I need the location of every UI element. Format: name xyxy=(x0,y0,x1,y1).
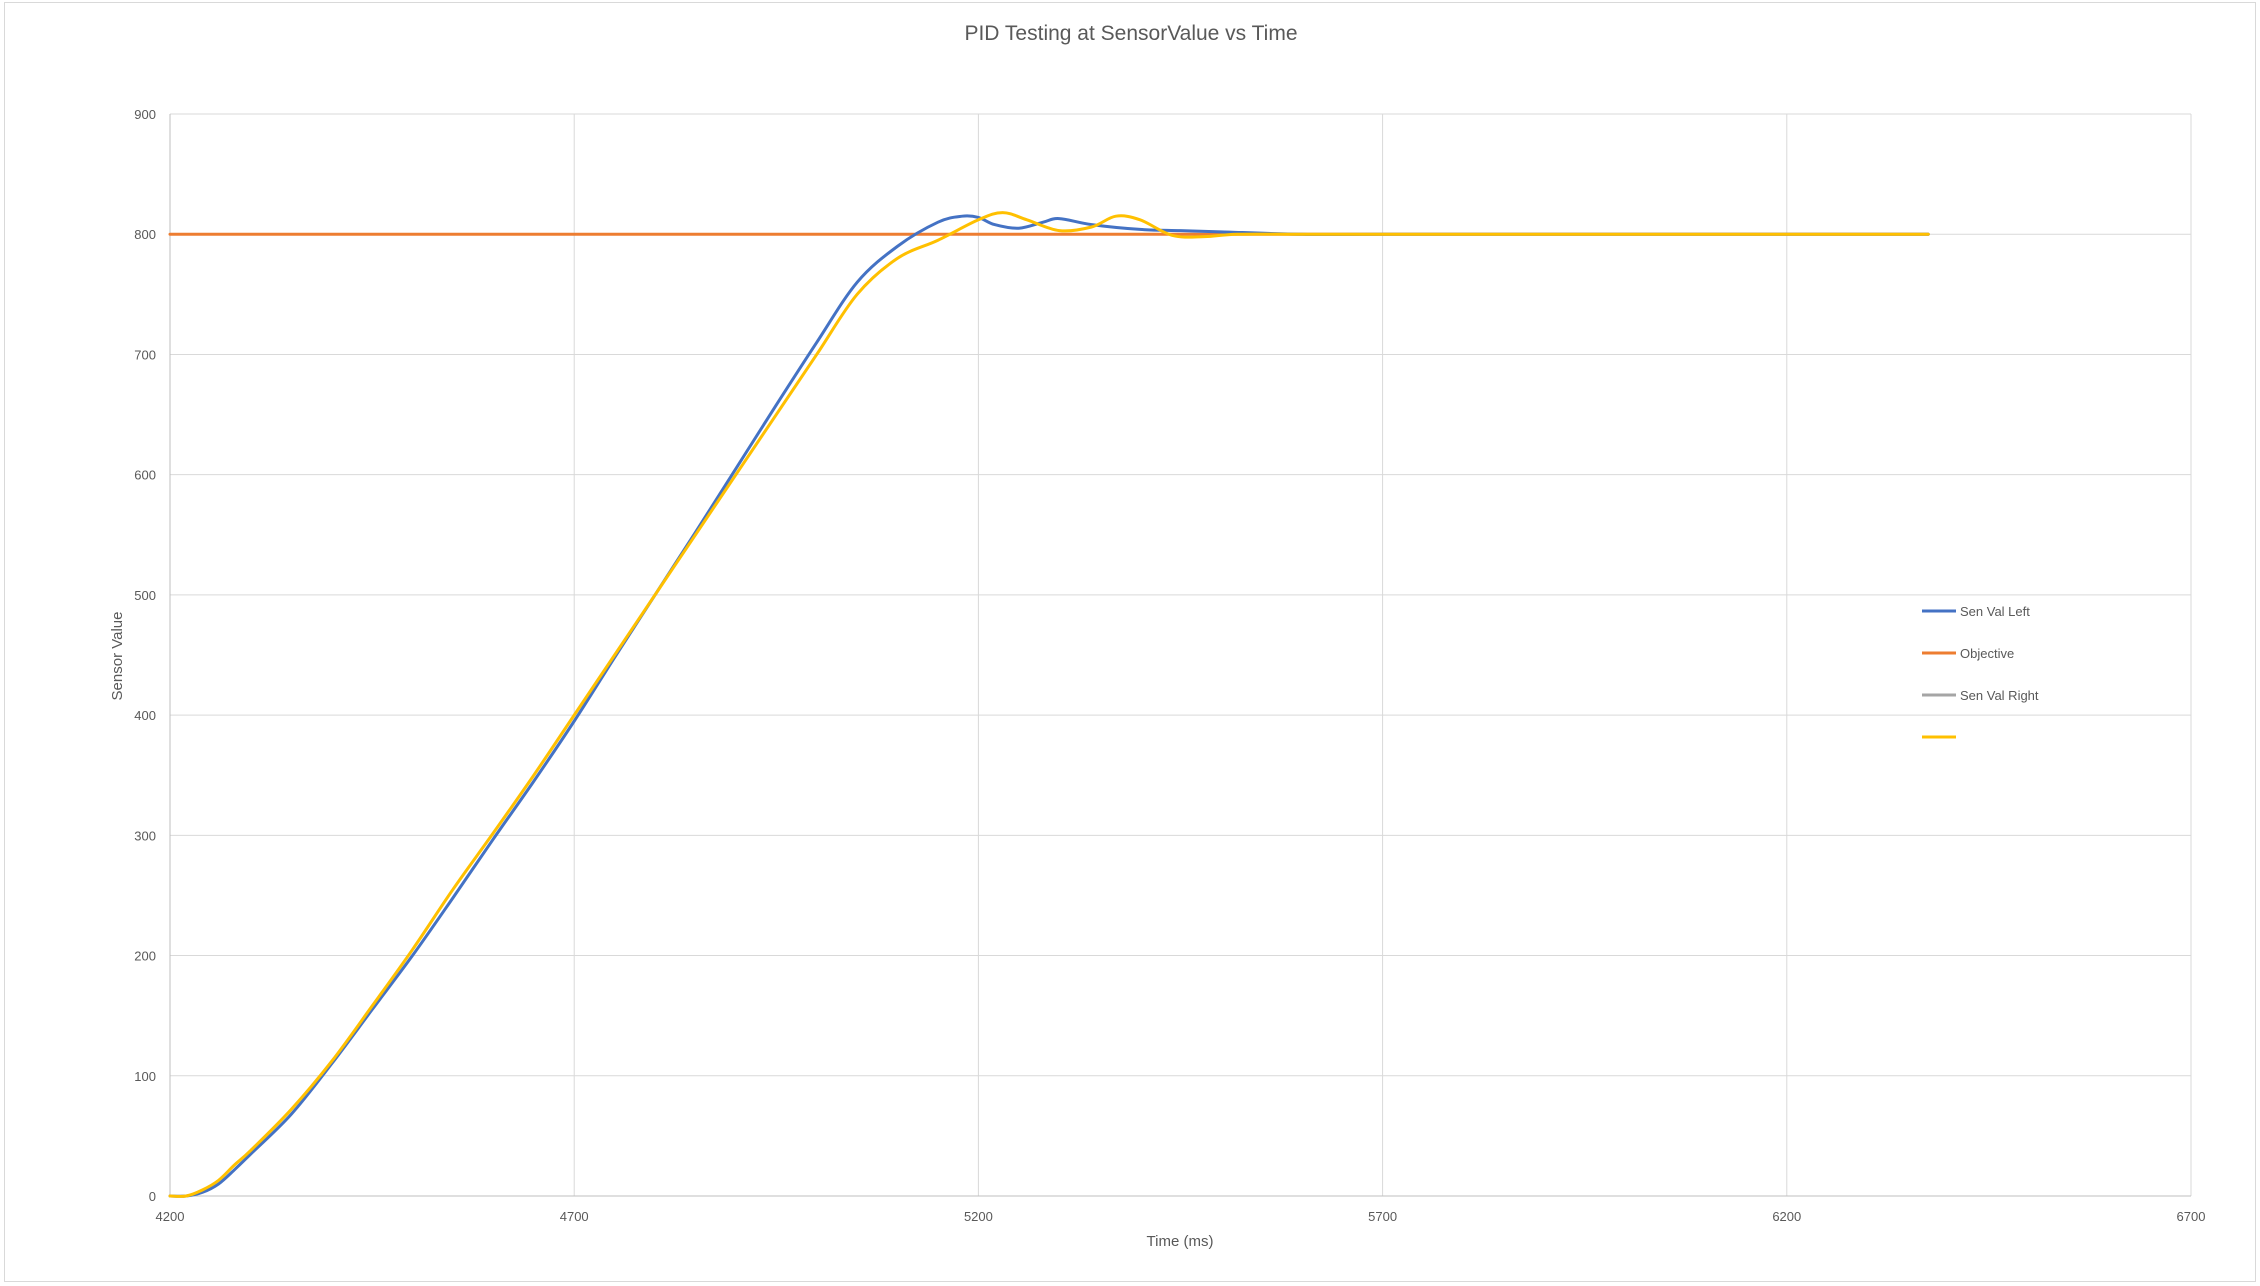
gridlines xyxy=(169,113,2192,1197)
tick-labels: 0 100 200 300 400 500 600 700 800 900 4200 4700 5200… xyxy=(134,107,2205,1224)
chart-title: PID Testing at SensorValue vs Time xyxy=(964,22,1297,45)
y-axis-title: Sensor Value xyxy=(109,612,126,701)
x-axis-title: Time (ms) xyxy=(1147,1233,1214,1250)
x-tick-label: 6700 xyxy=(2177,1209,2206,1224)
series-lines xyxy=(168,211,1930,1198)
chart-area xyxy=(4,2,2256,1282)
legend: Sen Val Left Objective Sen Val Right xyxy=(1922,604,2039,739)
y-tick-label: 500 xyxy=(134,588,156,603)
y-tick-label: 300 xyxy=(134,828,156,843)
series-line-sen-val-left xyxy=(168,214,1930,1198)
y-tick-label: 700 xyxy=(134,347,156,362)
axes xyxy=(169,114,2191,1197)
x-tick-label: 4200 xyxy=(156,1209,185,1224)
y-tick-label: 200 xyxy=(134,949,156,964)
x-tick-label: 4700 xyxy=(560,1209,589,1224)
y-tick-label: 600 xyxy=(134,468,156,483)
y-tick-label: 800 xyxy=(134,227,156,242)
x-tick-label: 5200 xyxy=(964,1209,993,1224)
y-tick-label: 0 xyxy=(149,1189,156,1204)
series-line-unnamed xyxy=(168,211,1930,1198)
legend-label: Sen Val Right xyxy=(1960,688,2039,703)
x-tick-label: 6200 xyxy=(1772,1209,1801,1224)
y-tick-label: 900 xyxy=(134,107,156,122)
legend-label: Sen Val Left xyxy=(1960,604,2030,619)
y-tick-label: 100 xyxy=(134,1069,156,1084)
legend-label: Objective xyxy=(1960,646,2014,661)
y-tick-label: 400 xyxy=(134,708,156,723)
x-tick-label: 5700 xyxy=(1368,1209,1397,1224)
